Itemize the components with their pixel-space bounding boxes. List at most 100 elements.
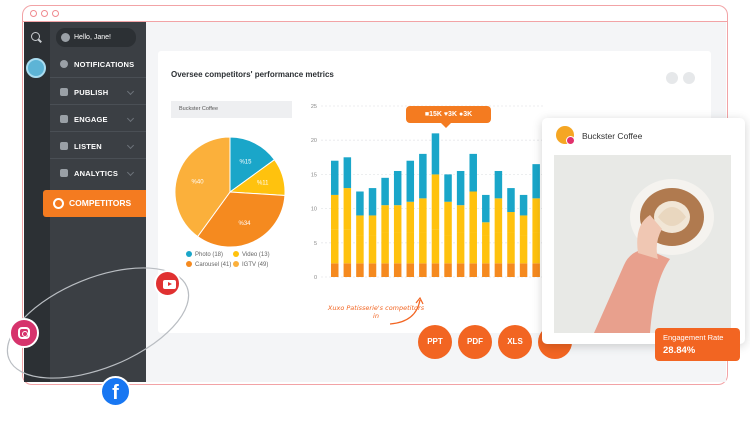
bar-segment[interactable]: [469, 232, 477, 264]
bar-segment[interactable]: [419, 232, 427, 264]
bar-segment[interactable]: [519, 235, 528, 264]
bar-segment[interactable]: [343, 157, 352, 189]
bar-segment[interactable]: [419, 153, 427, 199]
window-dot-icon[interactable]: [41, 10, 48, 17]
bar-segment[interactable]: [356, 191, 364, 216]
bar-segment[interactable]: [406, 263, 415, 277]
bar-segment[interactable]: [456, 263, 465, 277]
bar-segment[interactable]: [368, 188, 377, 216]
bar-segment[interactable]: [406, 160, 415, 202]
bar-segment[interactable]: [456, 170, 465, 206]
bar-segment[interactable]: [381, 177, 389, 206]
bar-segment[interactable]: [507, 263, 515, 277]
bar-segment[interactable]: [444, 174, 452, 202]
export-xls-button[interactable]: XLS: [498, 325, 532, 359]
bar-segment[interactable]: [381, 205, 389, 233]
sidebar-item-notifications[interactable]: NOTIFICATIONS: [60, 60, 134, 69]
bar-segment[interactable]: [356, 215, 364, 236]
bar-segment[interactable]: [482, 222, 490, 236]
bar-segment[interactable]: [494, 232, 503, 264]
bar-segment[interactable]: [431, 263, 440, 277]
sidebar-item-listen[interactable]: LISTEN: [60, 142, 102, 151]
bar-segment[interactable]: [444, 201, 452, 236]
youtube-icon[interactable]: [154, 270, 181, 297]
bar-segment[interactable]: [343, 263, 352, 277]
bar-segment[interactable]: [469, 153, 477, 192]
search-icon[interactable]: [31, 32, 40, 41]
bar-segment[interactable]: [482, 263, 490, 277]
bar-segment[interactable]: [393, 205, 402, 233]
sidebar-item-competitors[interactable]: COMPETITORS: [43, 190, 154, 217]
greeting-pill[interactable]: Hello, Jane!: [56, 28, 136, 47]
bar-segment[interactable]: [494, 198, 503, 233]
bar-segment[interactable]: [393, 232, 402, 264]
instagram-icon[interactable]: [9, 318, 39, 348]
bar-segment[interactable]: [331, 229, 339, 264]
legend-item: IGTV (49): [233, 261, 268, 268]
bar-segment[interactable]: [444, 263, 452, 277]
sidebar-item-analytics[interactable]: ANALYTICS: [60, 169, 118, 178]
bar-segment[interactable]: [393, 263, 402, 277]
bar-segment[interactable]: [331, 160, 339, 195]
bar-segment[interactable]: [393, 170, 402, 206]
pie-slice[interactable]: [196, 191, 286, 248]
bar-segment[interactable]: [343, 188, 352, 230]
bell-icon: [60, 60, 68, 68]
bar-segment[interactable]: [356, 263, 364, 277]
bar-segment[interactable]: [532, 198, 540, 233]
bar-segment[interactable]: [431, 133, 440, 175]
bar-segment[interactable]: [331, 194, 339, 230]
bar-segment[interactable]: [368, 215, 377, 236]
account-selector[interactable]: Buckster Coffee: [171, 101, 292, 118]
bar-segment[interactable]: [444, 235, 452, 264]
bar-segment[interactable]: [532, 164, 540, 199]
bar-segment[interactable]: [406, 201, 415, 233]
legend-label: Carousel (41): [195, 262, 232, 268]
bar-segment[interactable]: [507, 188, 515, 213]
pie-slice-label: %15: [239, 160, 252, 166]
bar-segment[interactable]: [482, 235, 490, 264]
bar-segment[interactable]: [494, 263, 503, 277]
sidebar-item-label: COMPETITORS: [69, 198, 132, 208]
legend-label: IGTV (49): [242, 262, 269, 268]
bar-segment[interactable]: [469, 263, 477, 277]
bar-segment[interactable]: [519, 194, 528, 216]
bar-segment[interactable]: [331, 263, 339, 277]
export-ppt-button[interactable]: PPT: [418, 325, 452, 359]
bar-segment[interactable]: [381, 232, 389, 264]
post-image: [554, 155, 731, 333]
export-pdf-button[interactable]: PDF: [458, 325, 492, 359]
sidebar-item-engage[interactable]: ENGAGE: [60, 115, 108, 124]
pie-slice[interactable]: [174, 136, 231, 238]
bar-segment[interactable]: [419, 198, 427, 233]
bar-segment[interactable]: [507, 212, 515, 233]
bar-segment[interactable]: [431, 174, 440, 230]
bar-segment[interactable]: [431, 229, 440, 264]
pie-slice[interactable]: [229, 136, 276, 193]
bar-segment[interactable]: [469, 191, 477, 233]
sidebar-item-publish[interactable]: PUBLISH: [60, 88, 108, 97]
bar-segment[interactable]: [494, 170, 503, 199]
bar-segment[interactable]: [368, 235, 377, 264]
bar-segment[interactable]: [519, 263, 528, 277]
bar-segment[interactable]: [519, 215, 528, 236]
bar-segment[interactable]: [381, 263, 389, 277]
bar-segment[interactable]: [368, 263, 377, 277]
info-icon[interactable]: [666, 72, 678, 84]
brand-logo-icon[interactable]: [26, 58, 46, 78]
divider: [50, 104, 146, 105]
download-icon[interactable]: [683, 72, 695, 84]
bar-segment[interactable]: [456, 205, 465, 233]
bar-segment[interactable]: [343, 229, 352, 264]
bar-segment[interactable]: [482, 194, 490, 223]
bar-segment[interactable]: [356, 235, 364, 264]
window-dot-icon[interactable]: [52, 10, 59, 17]
facebook-icon[interactable]: f: [100, 376, 131, 407]
bar-segment[interactable]: [532, 263, 540, 277]
bar-segment[interactable]: [406, 232, 415, 264]
bar-segment[interactable]: [507, 232, 515, 264]
window-dot-icon[interactable]: [30, 10, 37, 17]
bar-segment[interactable]: [532, 232, 540, 264]
bar-segment[interactable]: [419, 263, 427, 277]
bar-segment[interactable]: [456, 232, 465, 264]
